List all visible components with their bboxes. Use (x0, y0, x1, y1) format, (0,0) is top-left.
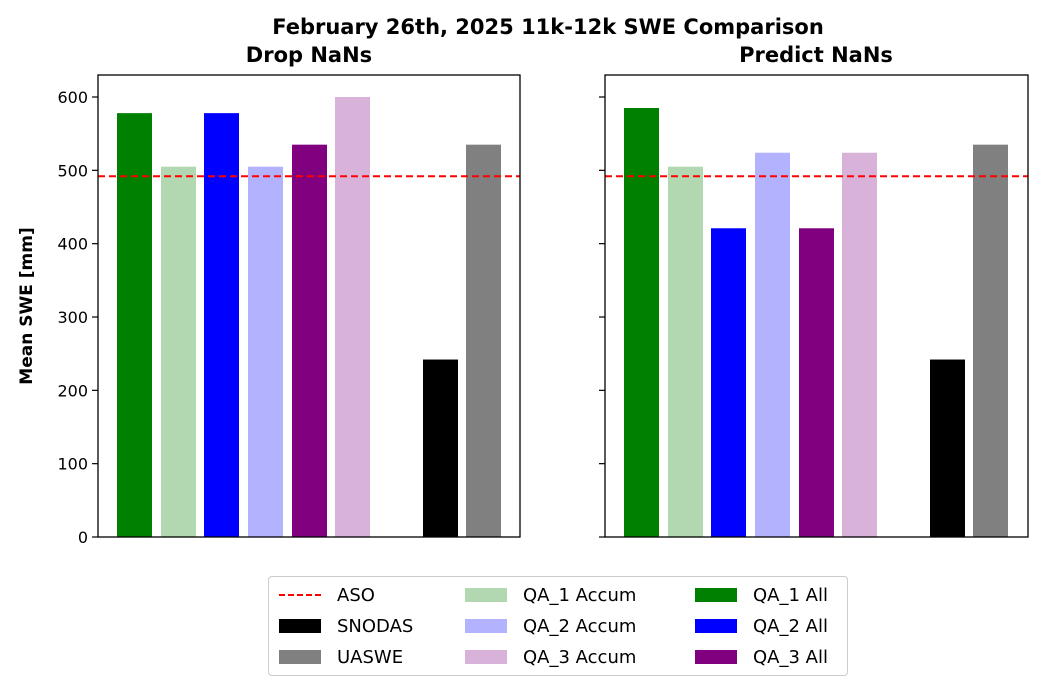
panel-1: Drop NaNs 0 100 200 300 400 500 600 (57, 43, 521, 547)
legend-item: ASO (279, 581, 375, 609)
bar-qa-1-accum (668, 166, 703, 537)
legend-label: SNODAS (337, 615, 414, 637)
legend: ASO SNODAS UASWE QA_1 Accum QA_2 Accum QA_3 A… (268, 576, 848, 676)
y-tick-label: 200 (57, 381, 88, 400)
bar-qa-2-accum (755, 152, 790, 537)
legend-label: ASO (337, 584, 375, 606)
legend-color-swatch (465, 619, 507, 633)
legend-item: QA_3 Accum (465, 643, 636, 671)
legend-color-swatch (695, 650, 737, 664)
legend-label: QA_1 Accum (523, 584, 637, 606)
legend-color-swatch (465, 650, 507, 664)
legend-label: QA_1 All (753, 584, 828, 606)
bar-qa-1-all (624, 108, 659, 537)
y-tick-label: 300 (57, 308, 88, 327)
y-tick-label: 400 (57, 235, 88, 254)
legend-item: QA_1 All (695, 581, 828, 609)
legend-line-swatch (279, 594, 321, 596)
legend-item: QA_3 All (695, 643, 828, 671)
bar-qa-2-all (204, 113, 239, 537)
legend-label: QA_2 Accum (523, 615, 637, 637)
legend-item: QA_1 Accum (465, 581, 636, 609)
legend-color-swatch (465, 588, 507, 602)
y-tick-label: 600 (57, 88, 88, 107)
bar-snodas (423, 359, 458, 537)
bar-qa-3-all (292, 144, 327, 537)
bar-qa-3-accum (842, 152, 877, 537)
legend-color-swatch (695, 619, 737, 633)
legend-label: QA_3 Accum (523, 646, 637, 668)
y-tick-label: 0 (78, 528, 88, 547)
legend-item: QA_2 All (695, 612, 828, 640)
bar-qa-3-accum (335, 97, 370, 537)
panel-title: Drop NaNs (246, 43, 372, 67)
y-tick-label: 500 (57, 161, 88, 180)
legend-item: SNODAS (279, 612, 413, 640)
legend-item: QA_2 Accum (465, 612, 636, 640)
axes-frame (97, 74, 521, 538)
bar-qa-1-all (117, 113, 152, 537)
legend-label: QA_2 All (753, 615, 828, 637)
bar-qa-3-all (799, 228, 834, 537)
bar-snodas (930, 359, 965, 537)
figure-title: February 26th, 2025 11k-12k SWE Comparis… (272, 15, 824, 39)
legend-color-swatch (695, 588, 737, 602)
y-tick-label: 100 (57, 455, 88, 474)
legend-color-swatch (279, 619, 321, 633)
y-axis-label: Mean SWE [mm] (17, 227, 37, 384)
bar-qa-2-accum (248, 166, 283, 537)
panel-title: Predict NaNs (739, 43, 893, 67)
bar-qa-1-accum (161, 166, 196, 537)
bar-qa-2-all (711, 228, 746, 537)
axes-frame (604, 74, 1029, 538)
legend-label: UASWE (337, 646, 404, 668)
panel-2: Predict NaNs (599, 43, 1029, 538)
legend-color-swatch (279, 650, 321, 664)
bar-uaswe (466, 144, 501, 537)
legend-item: UASWE (279, 643, 403, 671)
legend-label: QA_3 All (753, 646, 828, 668)
bar-uaswe (973, 144, 1008, 537)
